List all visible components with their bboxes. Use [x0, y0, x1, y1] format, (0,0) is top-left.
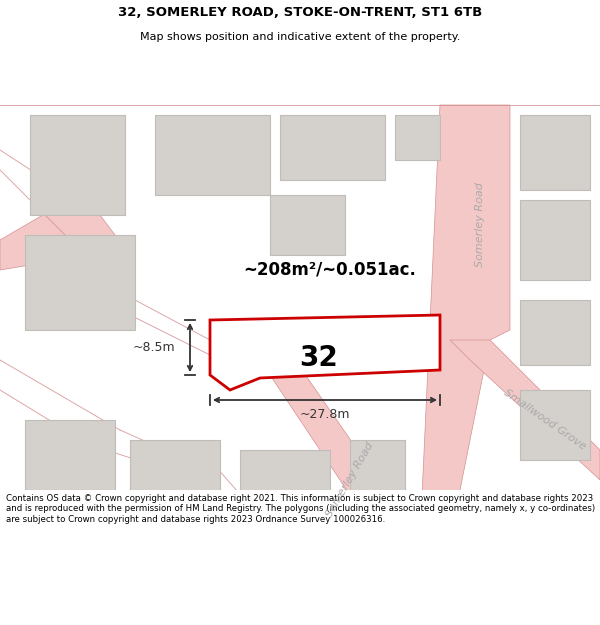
- Text: ~208m²/~0.051ac.: ~208m²/~0.051ac.: [244, 261, 416, 279]
- Polygon shape: [420, 105, 510, 540]
- Bar: [25, 235, 135, 330]
- Polygon shape: [210, 315, 440, 390]
- Bar: [30, 115, 125, 215]
- Bar: [25, 420, 115, 490]
- Text: 32: 32: [299, 344, 338, 372]
- Bar: [240, 450, 330, 520]
- Bar: [350, 440, 405, 505]
- Text: Somerley Road: Somerley Road: [325, 441, 376, 519]
- Bar: [280, 115, 385, 180]
- Polygon shape: [260, 360, 420, 540]
- Bar: [130, 440, 220, 515]
- Bar: [520, 200, 590, 280]
- Bar: [155, 115, 270, 195]
- Bar: [270, 195, 345, 255]
- Polygon shape: [450, 340, 600, 480]
- Text: Contains OS data © Crown copyright and database right 2021. This information is : Contains OS data © Crown copyright and d…: [6, 494, 595, 524]
- Text: Map shows position and indicative extent of the property.: Map shows position and indicative extent…: [140, 32, 460, 43]
- Text: Smallwood Grove: Smallwood Grove: [502, 388, 588, 452]
- Text: ~8.5m: ~8.5m: [133, 341, 175, 354]
- Bar: [395, 115, 440, 160]
- Polygon shape: [0, 205, 115, 270]
- Text: ~27.8m: ~27.8m: [300, 409, 350, 421]
- Text: 32, SOMERLEY ROAD, STOKE-ON-TRENT, ST1 6TB: 32, SOMERLEY ROAD, STOKE-ON-TRENT, ST1 6…: [118, 6, 482, 19]
- Text: Somerley Road: Somerley Road: [475, 182, 485, 268]
- Bar: [520, 115, 590, 190]
- Bar: [520, 300, 590, 365]
- Bar: [520, 390, 590, 460]
